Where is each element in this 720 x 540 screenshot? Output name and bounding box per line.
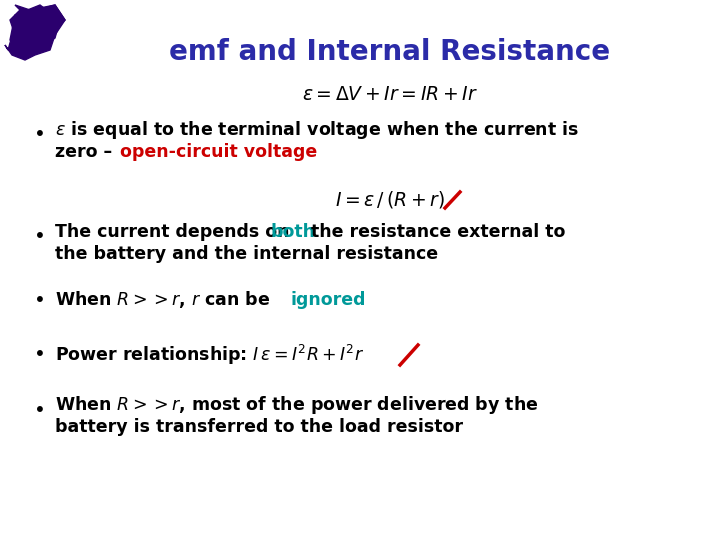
Text: battery is transferred to the load resistor: battery is transferred to the load resis… [55,418,463,436]
Text: •: • [34,401,46,420]
Polygon shape [5,5,65,60]
Text: zero –: zero – [55,143,118,161]
Polygon shape [10,5,60,50]
Text: •: • [34,227,46,246]
Text: open-circuit voltage: open-circuit voltage [120,143,318,161]
Text: •: • [34,125,46,145]
Text: the battery and the internal resistance: the battery and the internal resistance [55,245,438,263]
Polygon shape [10,5,65,50]
Text: When $R >> r$, most of the power delivered by the: When $R >> r$, most of the power deliver… [55,394,539,416]
Text: Power relationship: $I\,\varepsilon = I^2 R + I^2r$: Power relationship: $I\,\varepsilon = I^… [55,343,364,367]
Text: •: • [34,291,46,309]
Text: $I = \varepsilon\, /\, (R + r)$: $I = \varepsilon\, /\, (R + r)$ [335,190,445,211]
Text: the resistance external to: the resistance external to [305,223,565,241]
Text: •: • [34,346,46,365]
Text: The current depends on: The current depends on [55,223,295,241]
Text: both: both [270,223,315,241]
Text: ignored: ignored [290,291,366,309]
Text: $\varepsilon = \Delta V + Ir = IR + Ir$: $\varepsilon = \Delta V + Ir = IR + Ir$ [302,85,478,105]
Text: emf and Internal Resistance: emf and Internal Resistance [169,38,611,66]
Text: When $R >> r$, $r$ can be: When $R >> r$, $r$ can be [55,289,271,310]
Text: $\varepsilon$ is equal to the terminal voltage when the current is: $\varepsilon$ is equal to the terminal v… [55,119,579,141]
